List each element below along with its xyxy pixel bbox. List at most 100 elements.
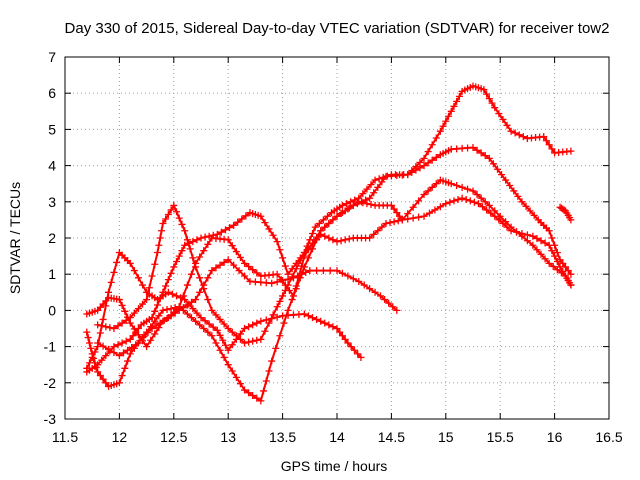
data-point-marker <box>288 296 296 304</box>
data-point-marker <box>522 202 530 210</box>
data-point-marker <box>216 261 224 269</box>
data-point-marker <box>360 281 368 289</box>
data-point-marker <box>367 201 375 209</box>
data-point-marker <box>126 350 134 358</box>
data-point-marker <box>541 255 549 263</box>
data-point-marker <box>118 339 126 347</box>
data-point-marker <box>469 187 477 195</box>
data-point-marker <box>94 368 102 376</box>
data-point-marker <box>245 263 253 271</box>
data-point-marker <box>455 92 463 100</box>
data-point-marker <box>170 201 178 209</box>
data-point-marker <box>151 317 159 325</box>
data-point-marker <box>353 200 361 208</box>
data-point-marker <box>354 350 362 358</box>
data-point-marker <box>300 310 308 318</box>
data-point-marker <box>488 99 496 107</box>
data-point-marker <box>289 292 297 300</box>
data-point-marker <box>88 353 96 361</box>
data-point-marker <box>102 302 110 310</box>
data-point-marker <box>386 219 394 227</box>
data-point-marker <box>197 234 205 242</box>
data-point-marker <box>232 373 240 381</box>
data-point-marker <box>99 375 107 383</box>
data-point-marker <box>147 336 155 344</box>
data-point-marker <box>409 214 417 222</box>
data-point-marker <box>321 232 329 240</box>
x-tick-label: 15 <box>438 429 454 445</box>
data-point-marker <box>102 323 110 331</box>
data-point-marker <box>333 238 341 246</box>
data-point-marker <box>366 194 374 202</box>
data-point-marker <box>473 146 481 154</box>
data-point-marker <box>491 207 499 215</box>
data-point-marker <box>428 156 436 164</box>
data-point-marker <box>273 270 281 278</box>
y-tick-label: 3 <box>48 194 56 210</box>
data-point-marker <box>495 216 503 224</box>
data-point-marker <box>99 342 107 350</box>
data-point-marker <box>249 391 257 399</box>
data-point-marker <box>432 180 440 188</box>
data-point-marker <box>507 223 515 231</box>
data-point-marker <box>253 336 261 344</box>
data-point-marker <box>337 237 345 245</box>
data-point-marker <box>181 241 189 249</box>
data-point-marker <box>420 212 428 220</box>
data-point-marker <box>107 278 115 286</box>
data-point-marker <box>513 228 521 236</box>
data-point-marker <box>126 314 134 322</box>
data-point-marker <box>183 281 191 289</box>
data-point-marker <box>381 296 389 304</box>
data-point-marker <box>567 216 575 224</box>
data-point-marker <box>155 312 163 320</box>
data-point-marker <box>189 238 197 246</box>
data-point-marker <box>420 154 428 162</box>
data-point-marker <box>257 335 265 343</box>
data-point-marker <box>124 346 132 354</box>
data-point-marker <box>148 272 156 280</box>
data-point-marker <box>216 315 224 323</box>
data-point-marker <box>357 198 365 206</box>
data-point-marker <box>236 335 244 343</box>
data-point-marker <box>404 171 412 179</box>
data-point-marker <box>139 281 147 289</box>
data-point-marker <box>162 282 170 290</box>
x-tick-labels: 11.5 12 12.5 13 13.5 14 14.5 15 15.5 16 16.5 <box>52 429 623 445</box>
data-point-marker <box>378 223 386 231</box>
data-point-marker <box>548 247 556 255</box>
data-point-marker <box>498 171 506 179</box>
data-point-marker <box>485 154 493 162</box>
y-axis-title: SDTVAR / TECUs <box>7 182 23 294</box>
data-point-marker <box>85 359 93 367</box>
data-point-marker <box>398 216 406 224</box>
data-point-marker <box>110 348 118 356</box>
data-point-marker <box>453 97 461 105</box>
data-point-marker <box>349 275 357 283</box>
data-point-marker <box>178 247 186 255</box>
data-point-marker <box>204 296 212 304</box>
data-point-marker <box>557 269 565 277</box>
data-point-marker <box>506 182 514 190</box>
data-point-marker <box>300 252 308 260</box>
data-point-marker <box>420 191 428 199</box>
data-point-marker <box>98 356 106 364</box>
data-point-marker <box>518 198 526 206</box>
data-point-marker <box>236 380 244 388</box>
data-point-marker <box>313 233 321 241</box>
data-point-marker <box>483 206 491 214</box>
x-tick-label: 13 <box>220 429 236 445</box>
data-point-marker <box>306 267 314 275</box>
data-point-marker <box>317 317 325 325</box>
data-point-marker <box>91 348 99 356</box>
data-point-marker <box>168 290 176 298</box>
data-point-marker <box>431 206 439 214</box>
data-point-marker <box>493 165 501 173</box>
data-point-marker <box>179 306 187 314</box>
data-point-marker <box>374 183 382 191</box>
data-point-marker <box>156 295 164 303</box>
data-point-marker <box>377 292 385 300</box>
data-point-marker <box>309 229 317 237</box>
data-point-marker <box>192 296 200 304</box>
data-point-marker <box>284 270 292 278</box>
